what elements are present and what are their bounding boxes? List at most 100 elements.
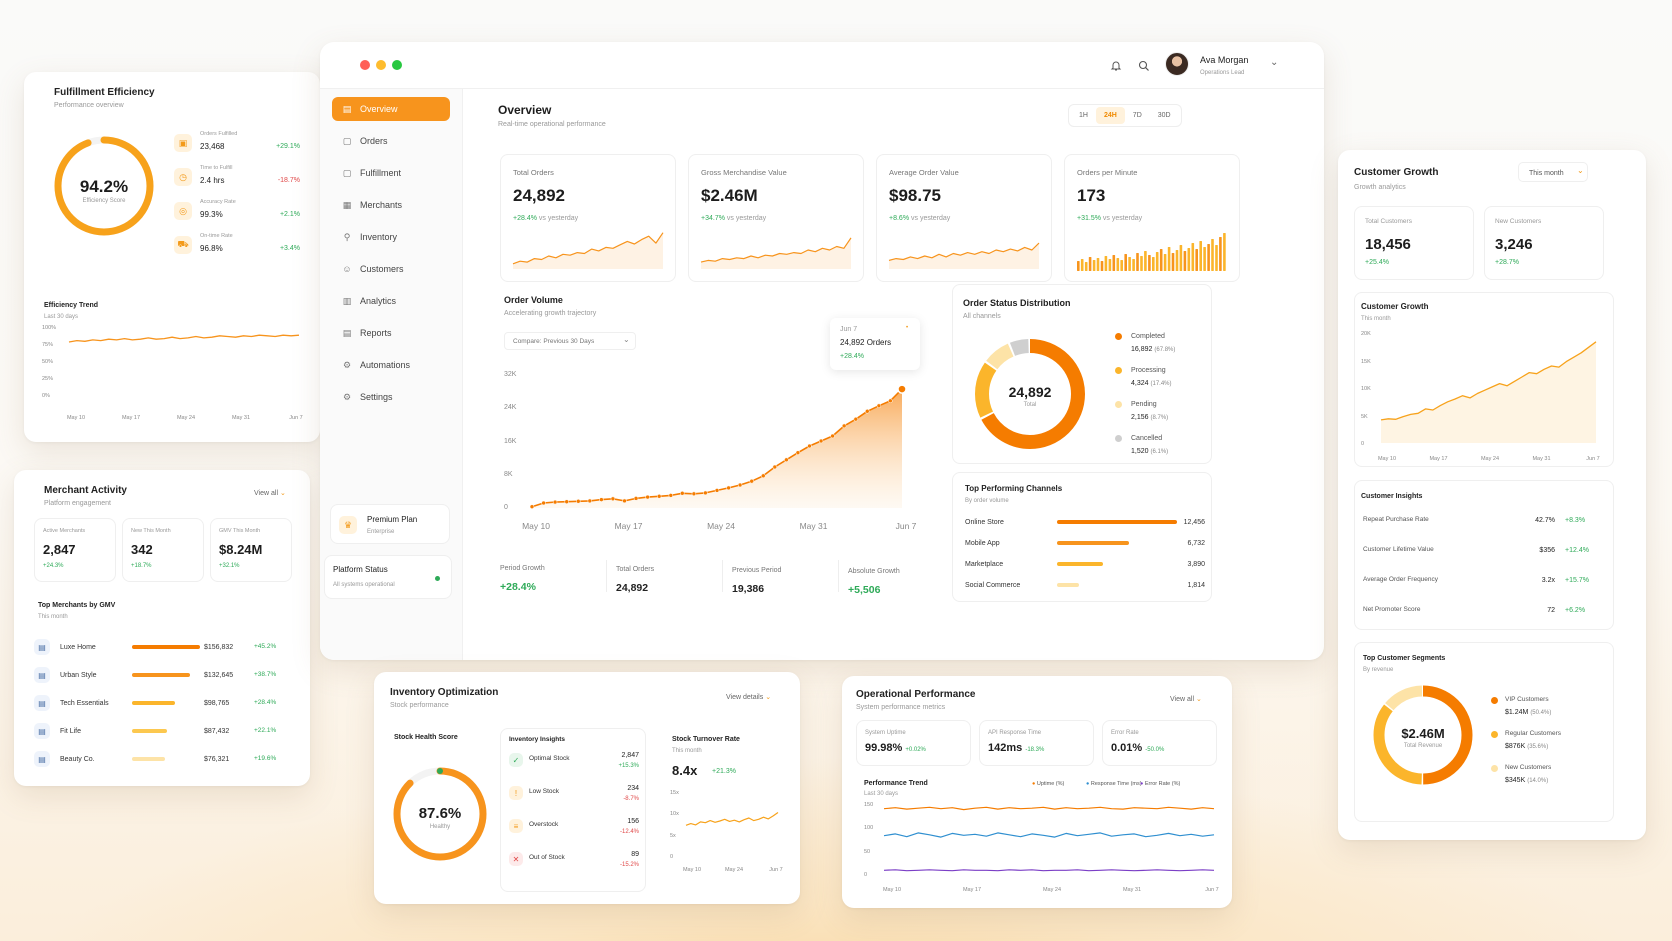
range-tab-24h[interactable]: 24H (1095, 107, 1125, 124)
merchant-gmv: $132,645 (204, 672, 234, 679)
card-subtitle: Growth analytics (1354, 184, 1406, 191)
nav-item-fulfillment[interactable]: ▢ Fulfillment (332, 161, 450, 185)
period-dropdown[interactable]: This month ⌄ (1518, 162, 1588, 182)
nav-item-inventory[interactable]: ⚲ Inventory (332, 225, 450, 249)
compare-dropdown[interactable]: Compare: Previous 30 Days ⌄ (504, 332, 636, 350)
order-volume-chart (529, 384, 907, 509)
stat-change: +32.1% (219, 563, 240, 569)
header-divider (320, 88, 1324, 89)
legend-label: VIP Customers (1505, 696, 1549, 703)
nav-label: Fulfillment (360, 168, 402, 178)
view-details-link[interactable]: View details ⌄ (726, 694, 772, 701)
range-tab-30d[interactable]: 30D (1157, 112, 1171, 119)
legend-item: ● Response Time (ms) (1086, 781, 1142, 787)
merchant-stat-card: Active Merchants 2,847 +24.3% (34, 518, 116, 582)
crown-icon: ♛ (339, 516, 357, 534)
legend-label: Regular Customers (1505, 730, 1561, 737)
stat-value: 3,246 (1495, 236, 1533, 253)
box-icon: ▣ (174, 134, 192, 152)
uptime-line (883, 806, 1215, 811)
insight-label: Average Order Frequency (1363, 576, 1439, 583)
kpi-bar (1163, 254, 1167, 271)
response-time-line (883, 832, 1215, 838)
merchant-gmv: $98,765 (204, 700, 230, 707)
merchant-name: Fit Life (60, 728, 82, 735)
view-all-link[interactable]: View all ⌄ (1170, 696, 1202, 703)
order-volume-point (587, 498, 593, 504)
channel-value: 1,814 (1187, 582, 1205, 589)
window-minimize-button[interactable] (376, 60, 386, 70)
merchant-activity-card: Merchant Activity Platform engagement Vi… (14, 470, 310, 786)
kpi-label: Gross Merchandise Value (701, 168, 787, 177)
x-tick-label: Jun 7 (895, 521, 917, 531)
nav-item-merchants[interactable]: ▦ Merchants (332, 193, 450, 217)
legend-swatch (1115, 435, 1122, 442)
user-menu-chevron-icon[interactable]: ⌄ (1270, 57, 1279, 68)
operational-stat-card: Error Rate 0.01% -50.0% (1102, 720, 1217, 766)
window-close-button[interactable] (360, 60, 370, 70)
customer-growth-chart (1380, 341, 1597, 443)
y-tick-label: 0 (670, 854, 674, 860)
platform-status-title: Platform Status (333, 565, 388, 574)
order-volume-point (691, 491, 697, 497)
insight-change: -12.4% (619, 829, 639, 835)
efficiency-trend-subtitle: Last 30 days (44, 314, 79, 320)
customer-segments-donut (1373, 685, 1473, 785)
nav-item-automations[interactable]: ⚙ Automations (332, 353, 450, 377)
y-tick-label: 100 (864, 825, 874, 832)
stat-value: 2,847 (43, 542, 76, 557)
kpi-bar (1140, 256, 1143, 271)
view-all-link[interactable]: View all ⌄ (254, 490, 286, 497)
performance-trend-title: Performance Trend (864, 780, 928, 787)
kpi-label: Total Orders (513, 168, 554, 177)
y-tick-label: 150 (864, 802, 874, 808)
customer-growth-line (1380, 341, 1597, 421)
kpi-sparkline (888, 242, 1040, 269)
stat-label: System Uptime (865, 730, 906, 736)
order-status-panel: Order Status Distribution All channels 2… (952, 284, 1212, 464)
metric-change: +3.4% (279, 245, 300, 252)
top-merchants-subtitle: This month (38, 614, 68, 620)
range-tab-7d[interactable]: 7D (1132, 112, 1142, 119)
nav-item-settings[interactable]: ⚙ Settings (332, 385, 450, 409)
nav-item-analytics[interactable]: ▥ Analytics (332, 289, 450, 313)
merchant-gmv: $156,832 (204, 644, 234, 651)
card-title: Operational Performance (856, 689, 976, 700)
chevron-down-icon: ⌄ (765, 694, 772, 701)
turnover-subtitle: This month (672, 748, 702, 754)
y-tick-label: 50 (864, 848, 871, 855)
y-tick-label: 16K (504, 437, 517, 445)
channel-name: Marketplace (965, 561, 1004, 568)
nav-item-orders[interactable]: ▢ Orders (332, 129, 450, 153)
kpi-bar (1108, 259, 1112, 271)
insight-value: 3.2x (1541, 577, 1555, 584)
channel-bar (1057, 520, 1177, 524)
kpi-bar (1183, 251, 1187, 271)
customer-growth-chart-panel: Customer Growth This month 20K 15K 10K 5K 0 … (1354, 292, 1614, 467)
merchant-gmv-bar (132, 673, 190, 677)
order-volume-point (807, 443, 812, 449)
x-tick-label: May 24 (724, 867, 744, 873)
search-icon[interactable] (1138, 60, 1150, 72)
avatar[interactable] (1165, 52, 1189, 76)
card-subtitle: Platform engagement (44, 500, 111, 507)
premium-plan-card[interactable]: ♛ Premium Plan Enterprise (330, 504, 450, 544)
metric-label: Time to Fulfill (200, 165, 233, 171)
x-tick-label: May 24 (176, 415, 196, 421)
bell-icon[interactable] (1110, 60, 1122, 72)
nav-item-customers[interactable]: ☺ Customers (332, 257, 450, 281)
kpi-bar (1128, 257, 1131, 271)
performance-trend-chart (883, 806, 1215, 872)
legend-label: New Customers (1505, 764, 1552, 771)
window-maximize-button[interactable] (392, 60, 402, 70)
y-tick-label: 15x (670, 790, 679, 796)
legend-label: Cancelled (1131, 435, 1163, 442)
inventory-insights-panel: Inventory Insights ✓ Optimal Stock 2,847… (500, 728, 646, 892)
range-tab-1h[interactable]: 1H (1079, 112, 1088, 119)
y-tick-label: 0% (42, 393, 50, 399)
nav-item-reports[interactable]: ▤ Reports (332, 321, 450, 345)
footer-divider (838, 560, 839, 592)
nav-item-overview[interactable]: ▤ Overview (332, 97, 450, 121)
kpi-bar (1077, 261, 1080, 271)
channel-name: Online Store (965, 519, 1004, 526)
